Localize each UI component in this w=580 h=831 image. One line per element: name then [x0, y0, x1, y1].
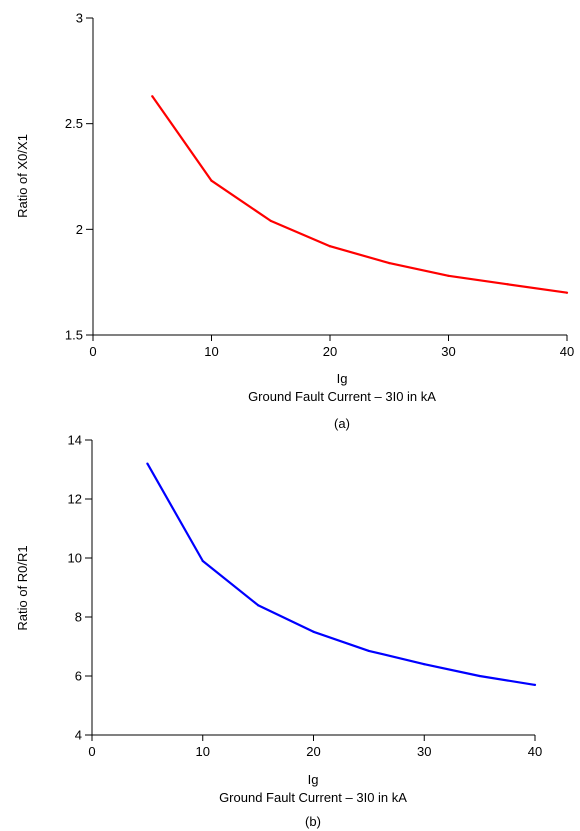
- chart-a: 1.522.530 10 20 30 40 Ratio of X0/X1 Ig Grou…: [15, 11, 574, 432]
- chart-a-y-tick-label: 2.5: [65, 116, 83, 131]
- chart-b-data-point: [533, 683, 537, 686]
- chart-b: 4 6 8 10 12 14 0 10 20 30 40 Ratio of R0/R1 Ig Gro…: [15, 433, 542, 830]
- chart-b-x-axis-label-line1: Ig: [308, 772, 319, 787]
- chart-b-x-tick-label: 40: [528, 744, 542, 759]
- chart-b-y-tick-label: 6: [75, 669, 82, 684]
- chart-b-data-point: [367, 649, 370, 653]
- chart-a-y-tick-label: 3: [76, 11, 83, 26]
- chart-b-y-tick-label: 12: [68, 492, 82, 507]
- chart-b-data-point: [201, 559, 204, 563]
- chart-b-series: [146, 462, 537, 686]
- chart-b-data-point: [257, 604, 260, 607]
- chart-a-x-axis-label-line1: Ig: [337, 371, 348, 386]
- chart-b-x-tick-label: 0: [88, 744, 95, 759]
- chart-a-data-point: [565, 291, 569, 294]
- chart-a-x-axis-label-line2: Ground Fault Current – 3I0 in kA: [248, 389, 436, 404]
- chart-b-data-point: [478, 674, 481, 678]
- chart-a-x-tick-label: 40: [560, 344, 574, 359]
- chart-a-data-point: [210, 179, 213, 182]
- chart-a-data-point: [447, 274, 450, 277]
- chart-a-x-tick-label: 10: [204, 344, 218, 359]
- chart-b-y-tick-label: 4: [75, 728, 82, 743]
- chart-b-y-tick-label: 10: [68, 551, 82, 566]
- chart-a-data-point: [506, 283, 509, 286]
- chart-a-series-line-0: [151, 95, 568, 294]
- chart-b-y-tick-label: 8: [75, 610, 82, 625]
- chart-b-caption: (b): [305, 814, 321, 829]
- chart-a-y-tick-label: 2: [76, 222, 83, 237]
- chart-a-axes: 1.522.530 10 20 30 40: [65, 11, 574, 360]
- chart-a-caption: (a): [334, 416, 350, 431]
- chart-a-x-tick-label: 30: [441, 344, 455, 359]
- chart-a-x-tick-label: 0: [89, 344, 96, 359]
- chart-a-data-point: [269, 219, 272, 222]
- chart-a-series: [151, 95, 569, 294]
- chart-a-y-axis-label: Ratio of X0/X1: [15, 134, 30, 218]
- chart-b-y-tick-label: 14: [68, 433, 82, 448]
- chart-b-x-tick-label: 30: [417, 744, 431, 759]
- chart-a-data-point: [151, 95, 154, 98]
- chart-a-y-tick-label: 1.5: [65, 328, 83, 343]
- chart-a-data-point: [328, 245, 332, 248]
- chart-b-x-tick-label: 20: [306, 744, 320, 759]
- chart-b-x-axis-label-line2: Ground Fault Current – 3I0 in kA: [219, 790, 407, 805]
- chart-a-x-tick-label: 20: [323, 344, 337, 359]
- chart-a-data-point: [388, 262, 391, 265]
- chart-b-series-line-0: [146, 463, 536, 686]
- chart-b-y-axis-label: Ratio of R0/R1: [15, 545, 30, 630]
- chart-b-x-tick-label: 10: [196, 744, 210, 759]
- chart-b-data-point: [146, 462, 149, 465]
- chart-b-data-point: [312, 630, 315, 633]
- chart-b-axes: 4 6 8 10 12 14 0 10 20 30 40: [68, 433, 543, 760]
- chart-b-data-point: [423, 663, 426, 666]
